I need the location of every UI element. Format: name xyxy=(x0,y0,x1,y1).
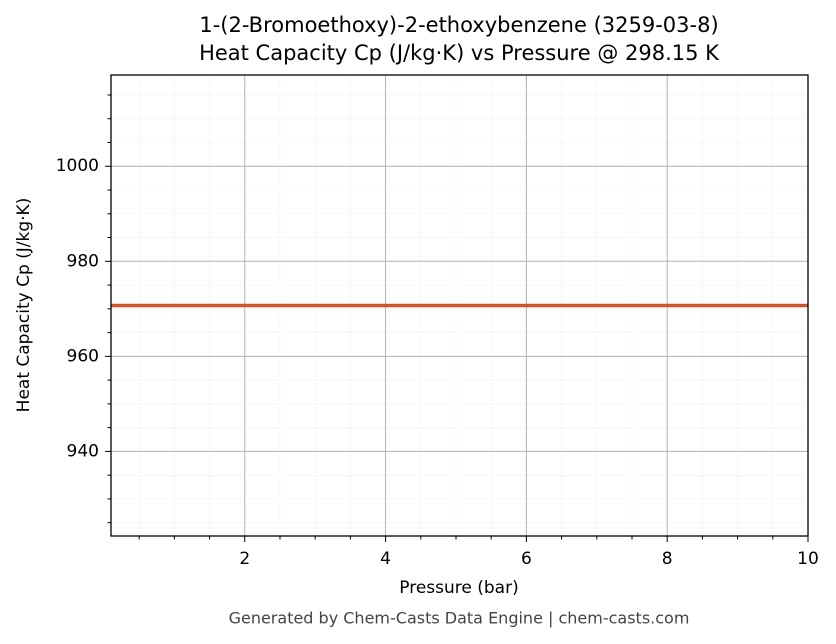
y-tick-label: 940 xyxy=(67,441,99,461)
y-axis-label: Heat Capacity Cp (J/kg·K) xyxy=(14,198,34,413)
x-tick-label: 6 xyxy=(521,549,532,569)
footer: Generated by Chem-Casts Data Engine | ch… xyxy=(229,609,690,628)
y-tick-label: 980 xyxy=(67,251,99,271)
x-tick-label: 8 xyxy=(662,549,673,569)
y-tick-label: 960 xyxy=(67,346,99,366)
x-tick-label: 2 xyxy=(239,549,250,569)
x-tick-label: 10 xyxy=(797,549,819,569)
chart-title: 1-(2-Bromoethoxy)-2-ethoxybenzene (3259-… xyxy=(199,13,718,37)
x-tick-label: 4 xyxy=(380,549,391,569)
plot-frame xyxy=(110,74,809,537)
x-axis-label: Pressure (bar) xyxy=(399,578,518,598)
y-tick-label: 1000 xyxy=(56,156,99,176)
chart-subtitle: Heat Capacity Cp (J/kg·K) vs Pressure @ … xyxy=(199,41,720,65)
